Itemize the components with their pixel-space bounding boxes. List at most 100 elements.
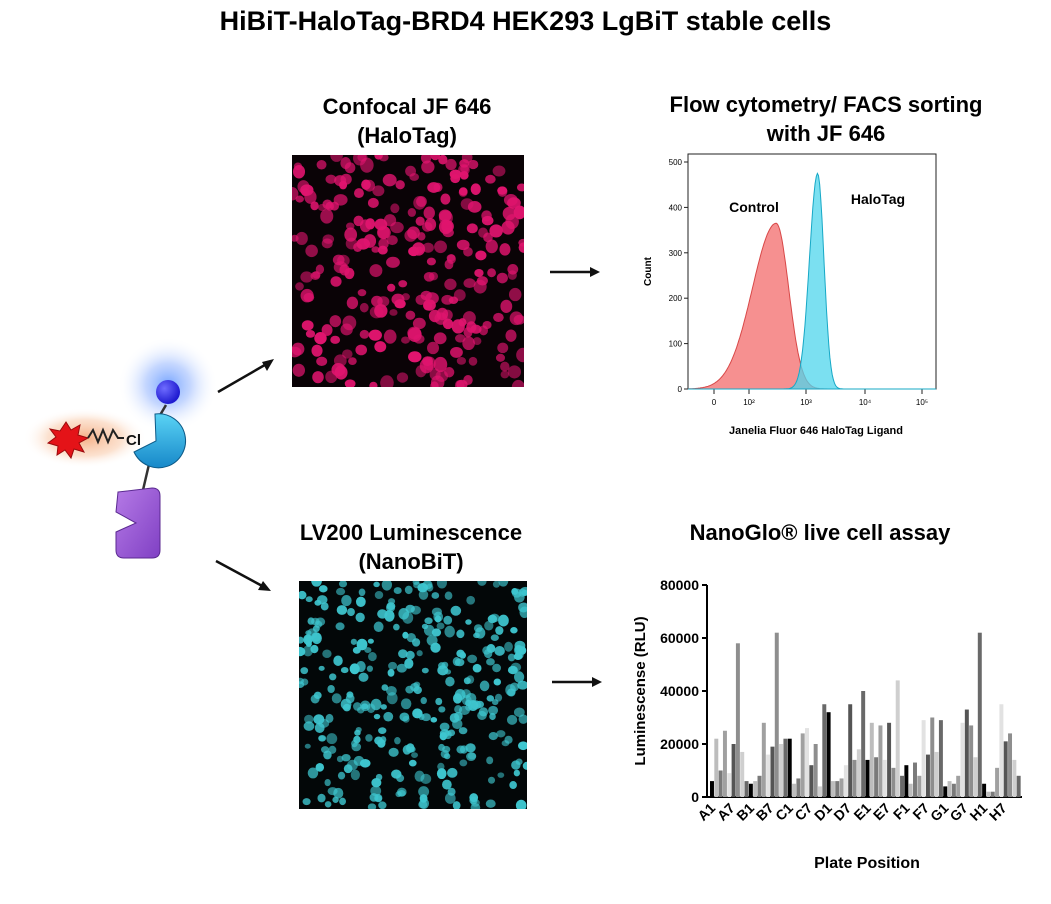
cell-nucleus bbox=[338, 581, 348, 588]
y-tick-label: 400 bbox=[669, 203, 683, 212]
x-tick-label: H7 bbox=[986, 800, 1010, 824]
cell-nucleus bbox=[420, 155, 432, 164]
cell-nucleus bbox=[447, 767, 458, 778]
cell-nucleus bbox=[436, 768, 447, 780]
cell-nucleus bbox=[295, 282, 304, 291]
cell-nucleus bbox=[430, 381, 439, 387]
bar bbox=[960, 722, 965, 797]
cell-nucleus bbox=[347, 607, 355, 617]
cell-nucleus bbox=[444, 278, 457, 291]
cell-nucleus bbox=[494, 646, 505, 656]
y-tick-label: 0 bbox=[691, 789, 699, 805]
bar bbox=[722, 730, 727, 797]
cell-nucleus bbox=[307, 767, 319, 779]
cell-nucleus bbox=[434, 615, 442, 623]
x-tick-label: 0 bbox=[712, 398, 717, 407]
cell-nucleus bbox=[336, 605, 348, 615]
cell-nucleus bbox=[378, 727, 387, 734]
control-annotation: Control bbox=[729, 199, 779, 215]
cell-nucleus bbox=[423, 299, 436, 311]
bar bbox=[986, 791, 991, 797]
cell-nucleus bbox=[387, 668, 395, 677]
cell-nucleus bbox=[411, 752, 419, 758]
cell-nucleus bbox=[374, 341, 387, 353]
cell-nucleus bbox=[444, 591, 453, 600]
cell-nucleus bbox=[394, 299, 406, 309]
bar bbox=[710, 781, 714, 797]
cell-nucleus bbox=[371, 778, 382, 788]
cell-nucleus bbox=[496, 730, 506, 738]
cell-nucleus bbox=[502, 206, 516, 221]
cell-nucleus bbox=[456, 745, 466, 754]
cell-nucleus bbox=[460, 164, 469, 173]
cell-nucleus bbox=[415, 294, 427, 305]
cell-nucleus bbox=[504, 735, 513, 744]
cell-nucleus bbox=[483, 648, 493, 659]
bar bbox=[783, 738, 788, 797]
cell-nucleus bbox=[444, 625, 455, 638]
cell-nucleus bbox=[396, 774, 405, 783]
nanoglo-bar-chart: 020000400006000080000A1A7B1B7C1C7D1D7E1E… bbox=[632, 577, 1022, 872]
cell-nucleus bbox=[357, 289, 367, 297]
bar bbox=[930, 717, 935, 797]
bar bbox=[779, 744, 784, 797]
bar bbox=[1003, 741, 1008, 797]
bar bbox=[908, 783, 913, 797]
cell-nucleus bbox=[513, 644, 524, 656]
x-tick-label: 10⁴ bbox=[859, 398, 872, 407]
cell-nucleus bbox=[413, 681, 421, 688]
bar bbox=[757, 775, 762, 797]
cell-nucleus bbox=[367, 197, 379, 209]
cell-nucleus bbox=[492, 581, 500, 588]
bar bbox=[874, 757, 879, 797]
cell-nucleus bbox=[505, 329, 517, 342]
cell-nucleus bbox=[400, 698, 412, 710]
cell-nucleus bbox=[463, 374, 473, 386]
bar bbox=[943, 786, 948, 797]
bar bbox=[900, 775, 905, 797]
cell-nucleus bbox=[419, 798, 430, 809]
x-tick-label: 10² bbox=[743, 398, 755, 407]
cell-nucleus bbox=[470, 799, 480, 807]
cell-nucleus bbox=[359, 758, 371, 768]
cell-nucleus bbox=[475, 700, 485, 709]
lv200-title-line2: (NanoBiT) bbox=[358, 549, 464, 574]
cell-nucleus bbox=[373, 713, 381, 720]
cell-nucleus bbox=[456, 356, 467, 365]
cell-nucleus bbox=[463, 278, 476, 289]
cell-nucleus bbox=[330, 335, 341, 344]
bar bbox=[856, 749, 861, 797]
cell-nucleus bbox=[439, 732, 448, 741]
cell-nucleus bbox=[450, 173, 461, 184]
cell-nucleus bbox=[481, 210, 492, 222]
dye-star-icon bbox=[46, 421, 90, 460]
cell-nucleus bbox=[488, 732, 498, 741]
bar bbox=[1012, 759, 1017, 797]
cell-nucleus bbox=[492, 663, 502, 673]
bar bbox=[861, 691, 866, 797]
flow-title-line1: Flow cytometry/ FACS sorting bbox=[669, 92, 983, 117]
cell-nucleus bbox=[341, 595, 352, 607]
cell-nucleus bbox=[458, 187, 468, 196]
cell-nucleus bbox=[421, 222, 433, 232]
cell-nucleus bbox=[498, 614, 509, 627]
cell-nucleus bbox=[317, 203, 327, 212]
confocal-microscopy-image bbox=[292, 155, 524, 387]
cell-nucleus bbox=[477, 581, 487, 586]
bar bbox=[805, 728, 809, 797]
cell-nucleus bbox=[321, 324, 333, 336]
cell-nucleus bbox=[500, 361, 510, 372]
bar bbox=[973, 757, 978, 797]
cell-nucleus bbox=[386, 235, 398, 246]
cell-nucleus bbox=[388, 598, 396, 605]
cell-nucleus bbox=[312, 625, 320, 633]
cell-nucleus bbox=[314, 599, 322, 606]
bar bbox=[744, 781, 749, 797]
cell-nucleus bbox=[293, 162, 303, 171]
bar bbox=[999, 704, 1004, 797]
x-tick-label: 10⁵ bbox=[916, 398, 928, 407]
construct-illustration: Cl bbox=[23, 337, 218, 559]
cell-nucleus bbox=[498, 581, 509, 587]
cell-nucleus bbox=[427, 341, 440, 355]
cell-nucleus bbox=[418, 589, 429, 600]
